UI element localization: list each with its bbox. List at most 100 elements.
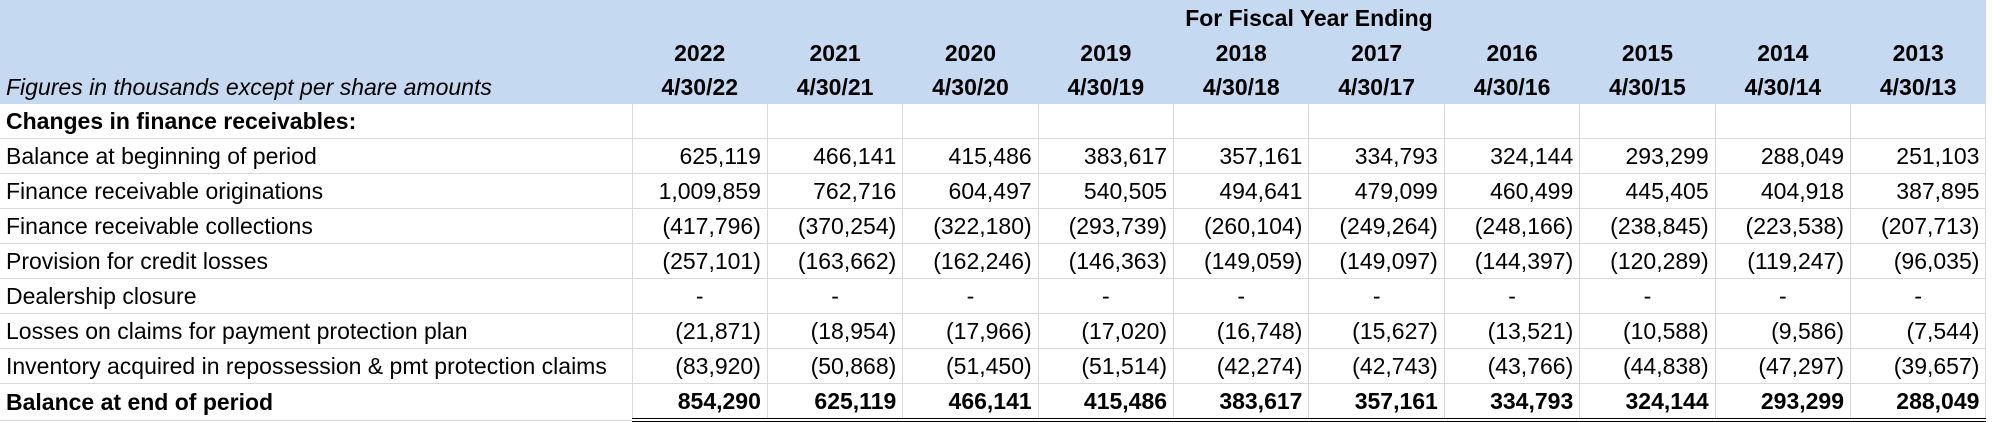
empty-cell bbox=[632, 104, 768, 139]
date-header: 4/30/18 bbox=[1173, 70, 1309, 104]
total-value: 383,617 bbox=[1173, 383, 1310, 422]
value-cell: 324,144 bbox=[1444, 138, 1581, 174]
row-label: Finance receivable collections bbox=[0, 208, 633, 244]
total-row: Balance at end of period 854,290 625,119 46… bbox=[0, 383, 1987, 422]
value-cell: - bbox=[767, 278, 904, 314]
value-cell: (146,363) bbox=[1038, 243, 1175, 279]
empty-cell bbox=[1715, 104, 1852, 139]
total-value: 357,161 bbox=[1308, 383, 1445, 422]
year-header: 2019 bbox=[1038, 36, 1174, 70]
section-title: Changes in finance receivables: bbox=[0, 104, 633, 139]
year-header: 2016 bbox=[1444, 36, 1580, 70]
header-blank bbox=[0, 0, 632, 36]
table-row: Balance at beginning of period 625,119 466… bbox=[0, 138, 1987, 174]
value-cell: (260,104) bbox=[1173, 208, 1310, 244]
value-cell: (13,521) bbox=[1444, 313, 1581, 349]
total-value: 334,793 bbox=[1444, 383, 1581, 422]
empty-cell bbox=[1173, 104, 1310, 139]
value-cell: (120,289) bbox=[1579, 243, 1716, 279]
value-cell: 251,103 bbox=[1850, 138, 1987, 174]
year-header: 2020 bbox=[902, 36, 1039, 70]
row-label: Finance receivable originations bbox=[0, 173, 633, 209]
value-cell: (17,966) bbox=[902, 313, 1039, 349]
table-row: Inventory acquired in repossession & pmt… bbox=[0, 348, 1987, 384]
value-cell: 387,895 bbox=[1850, 173, 1987, 209]
value-cell: 479,099 bbox=[1308, 173, 1445, 209]
value-cell: (44,838) bbox=[1579, 348, 1716, 384]
value-cell: - bbox=[1850, 278, 1987, 314]
value-cell: (257,101) bbox=[632, 243, 768, 279]
value-cell: (96,035) bbox=[1850, 243, 1987, 279]
empty-cell bbox=[767, 104, 904, 139]
header-blank bbox=[0, 36, 632, 70]
value-cell: 460,499 bbox=[1444, 173, 1581, 209]
total-value: 854,290 bbox=[632, 383, 768, 422]
date-header: 4/30/14 bbox=[1715, 70, 1851, 104]
year-header: 2015 bbox=[1579, 36, 1716, 70]
value-cell: (417,796) bbox=[632, 208, 768, 244]
total-value: 288,049 bbox=[1850, 383, 1987, 422]
row-label: Balance at beginning of period bbox=[0, 138, 633, 174]
row-label: Dealership closure bbox=[0, 278, 633, 314]
total-value: 324,144 bbox=[1579, 383, 1716, 422]
value-cell: (144,397) bbox=[1444, 243, 1581, 279]
value-cell: 625,119 bbox=[632, 138, 768, 174]
value-cell: 1,009,859 bbox=[632, 173, 768, 209]
table-row: Dealership closure - - - - - - - - - - bbox=[0, 278, 1987, 314]
year-header: 2018 bbox=[1173, 36, 1309, 70]
value-cell: (149,059) bbox=[1173, 243, 1310, 279]
date-header: 4/30/21 bbox=[767, 70, 903, 104]
total-value: 293,299 bbox=[1715, 383, 1852, 422]
year-header-row: 2022 2021 2020 2019 2018 2017 2016 2015 2014 2013 bbox=[0, 36, 1986, 70]
value-cell: (42,743) bbox=[1308, 348, 1445, 384]
table-row: Provision for credit losses (257,101) (163… bbox=[0, 243, 1987, 279]
value-cell: - bbox=[1444, 278, 1581, 314]
total-label: Balance at end of period bbox=[0, 383, 633, 421]
fiscal-year-title: For Fiscal Year Ending bbox=[632, 0, 1986, 36]
date-header: 4/30/19 bbox=[1038, 70, 1174, 104]
year-header: 2013 bbox=[1850, 36, 1986, 70]
table-row: Finance receivable originations 1,009,859… bbox=[0, 173, 1987, 209]
row-label: Inventory acquired in repossession & pmt… bbox=[0, 348, 633, 384]
value-cell: (10,588) bbox=[1579, 313, 1716, 349]
value-cell: (149,097) bbox=[1308, 243, 1445, 279]
value-cell: (17,020) bbox=[1038, 313, 1175, 349]
value-cell: 604,497 bbox=[902, 173, 1039, 209]
value-cell: (9,586) bbox=[1715, 313, 1852, 349]
value-cell: - bbox=[1173, 278, 1310, 314]
row-label: Losses on claims for payment protection … bbox=[0, 313, 633, 349]
row-label: Provision for credit losses bbox=[0, 243, 633, 279]
date-header: 4/30/15 bbox=[1579, 70, 1716, 104]
fiscal-year-header-row: For Fiscal Year Ending bbox=[0, 0, 1986, 36]
value-cell: (50,868) bbox=[767, 348, 904, 384]
total-value: 415,486 bbox=[1038, 383, 1175, 422]
date-header: 4/30/16 bbox=[1444, 70, 1580, 104]
table-row: Finance receivable collections (417,796) (… bbox=[0, 208, 1987, 244]
value-cell: (248,166) bbox=[1444, 208, 1581, 244]
value-cell: (43,766) bbox=[1444, 348, 1581, 384]
value-cell: (16,748) bbox=[1173, 313, 1310, 349]
value-cell: (83,920) bbox=[632, 348, 768, 384]
year-header: 2022 bbox=[632, 36, 768, 70]
value-cell: 357,161 bbox=[1173, 138, 1310, 174]
value-cell: 383,617 bbox=[1038, 138, 1175, 174]
value-cell: 494,641 bbox=[1173, 173, 1310, 209]
table-row: Losses on claims for payment protection … bbox=[0, 313, 1987, 349]
year-header: 2021 bbox=[767, 36, 903, 70]
value-cell: - bbox=[1038, 278, 1175, 314]
total-value: 466,141 bbox=[902, 383, 1039, 422]
value-cell: (119,247) bbox=[1715, 243, 1852, 279]
value-cell: (21,871) bbox=[632, 313, 768, 349]
value-cell: (7,544) bbox=[1850, 313, 1987, 349]
value-cell: (249,264) bbox=[1308, 208, 1445, 244]
value-cell: (207,713) bbox=[1850, 208, 1987, 244]
value-cell: 293,299 bbox=[1579, 138, 1716, 174]
value-cell: (39,657) bbox=[1850, 348, 1987, 384]
value-cell: (223,538) bbox=[1715, 208, 1852, 244]
value-cell: 288,049 bbox=[1715, 138, 1852, 174]
units-caption: Figures in thousands except per share am… bbox=[0, 70, 632, 104]
empty-cell bbox=[1038, 104, 1175, 139]
value-cell: 540,505 bbox=[1038, 173, 1175, 209]
value-cell: (42,274) bbox=[1173, 348, 1310, 384]
